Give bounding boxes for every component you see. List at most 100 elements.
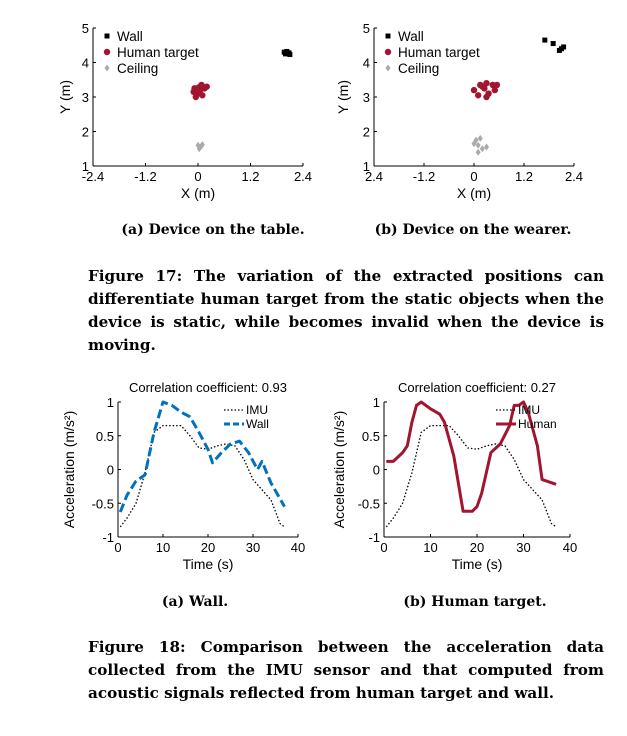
y-tick-label: 0 [373,463,380,478]
scatter-point-human-target [479,83,486,90]
x-tick-label: 10 [156,540,170,555]
scatter-point-human-target [195,84,203,91]
y-tick-label: 5 [363,21,370,36]
y-tick-label: -1 [368,530,380,545]
scatter-point-human-target [190,88,197,96]
y-axis-label: Y (m) [58,80,73,114]
scatter-point-ceiling [199,142,204,150]
legend-label: IMU [518,403,540,417]
line-chart-wall: 0 10 20 30 40 -1 -0.5 0 0.5 1 Time (s) Acceleration… [61,380,305,572]
scatter-point-wall [542,37,548,43]
scatter-point-ceiling [473,136,479,144]
y-tick-label: 3 [363,90,370,105]
y-tick-label: -0.5 [92,496,114,511]
y-tick-label: 2 [363,125,370,140]
y-tick-label: 0.5 [362,429,380,444]
x-tick-label: 40 [563,540,577,555]
x-axis-label: X (m) [457,185,491,201]
y-axis-label: Acceleration (m/s²) [61,411,77,528]
figure-17-caption: Figure 17: The variation of the extracte… [88,267,604,354]
y-tick-label: 0.5 [96,429,114,444]
x-axis-label: Time (s) [452,556,503,572]
legend-marker-wall [104,33,110,39]
scatter-point-human-target [491,86,499,94]
x-tick-label: 2.4 [294,169,312,184]
x-tick-label: 0 [194,169,201,184]
x-tick-label: 2.4 [365,169,383,184]
x-tick-label: 1.2 [241,169,259,184]
x-tick-label: -2.4 [82,169,104,184]
scatter-point-human-target [192,93,200,101]
line-chart-human-target: 0 10 20 30 40 -1 -0.5 0 0.5 1 Time (s) Acceleration… [331,380,577,572]
subcaption-18b: (b) Human target. [403,594,547,610]
legend-label: Ceiling [117,61,158,76]
series-line-human [386,400,557,513]
scatter-point-wall [550,41,556,47]
subcaption-18a: (a) Wall. [161,594,229,610]
y-tick-label: 0 [107,463,114,478]
series-line-wall [118,400,286,513]
scatter-point-human-target [474,92,482,99]
scatter-point-ceiling [479,145,485,153]
x-tick-label: 40 [291,540,305,555]
legend-label: Wall [398,29,424,44]
scatter-point-ceiling [477,134,483,142]
x-tick-label: -1.2 [134,169,156,184]
x-axis-label: X (m) [181,185,215,201]
scatter-point-wall [561,44,567,50]
y-tick-label: 4 [82,56,89,71]
y-tick-label: -1 [102,530,114,545]
legend-label: Human target [117,45,199,60]
y-tick-label: -0.5 [358,496,380,511]
subcaption-17b: (b) Device on the wearer. [374,222,572,238]
y-tick-label: 2 [82,125,89,140]
scatter-point-human-target [493,81,501,89]
legend-marker-human-target [103,48,111,56]
scatter-point-ceiling [475,148,481,156]
scatter-point-wall [556,47,562,53]
chart-title: Correlation coefficient: 0.27 [398,380,556,395]
x-tick-label: 10 [423,540,437,555]
x-tick-label: 30 [516,540,530,555]
legend-marker-wall [385,33,391,39]
scatter-point-ceiling [475,141,481,149]
scatter-point-ceiling [484,143,489,151]
y-tick-label: 5 [82,21,89,36]
legend-label: IMU [246,403,268,417]
y-tick-label: 1 [363,159,370,174]
y-axis-label: Acceleration (m/s²) [331,411,347,528]
x-tick-label: 1.2 [515,169,533,184]
x-tick-label: 0 [380,540,387,555]
legend-label: Wall [117,29,143,44]
scatter-point-wall [286,50,292,56]
y-axis-label: Y (m) [335,80,351,114]
y-tick-label: 1 [373,395,380,410]
legend-marker-human-target [384,48,392,56]
legend-label: Human target [398,45,480,60]
y-tick-label: 1 [107,395,114,410]
subcaption-17a: (a) Device on the table. [121,222,305,238]
y-tick-label: 1 [82,159,89,174]
legend-label: Ceiling [398,61,439,76]
series-line-imu [385,424,557,528]
x-tick-label: 2.4 [565,169,583,184]
x-tick-label: 0 [470,169,477,184]
chart-title: Correlation coefficient: 0.93 [129,380,287,395]
x-tick-label: 20 [201,540,215,555]
legend-marker-ceiling [385,64,391,72]
scatter-chart-device-on-table: -2.4 -1.2 0 1.2 2.4 1 2 3 4 5 X (m) Y (m) WallHuman … [58,21,312,201]
figure-18-caption: Figure 18: Comparison between the accele… [88,638,604,702]
legend-marker-ceiling [104,64,110,72]
scatter-point-human-target [470,86,478,94]
y-tick-label: 4 [363,56,370,71]
scatter-point-human-target [483,93,490,101]
scatter-point-human-target [199,92,206,99]
x-tick-label: 0 [114,540,121,555]
x-axis-label: Time (s) [183,556,234,572]
x-tick-label: -1.2 [413,169,435,184]
legend-label: Human [518,417,557,431]
legend-label: Wall [246,417,269,431]
y-tick-label: 3 [82,90,89,105]
